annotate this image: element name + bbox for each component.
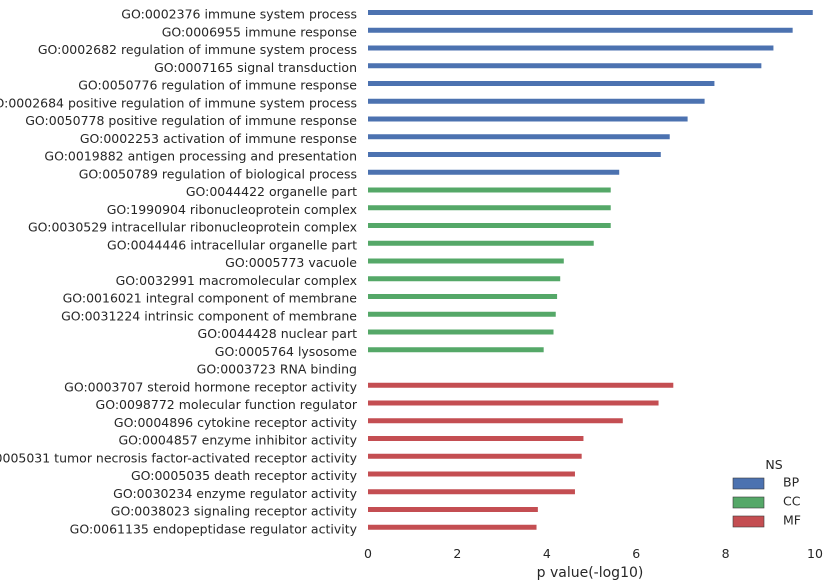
category-label: GO:1990904 ribonucleoprotein complex bbox=[107, 202, 357, 217]
bar-bp bbox=[368, 45, 774, 51]
legend-swatch-mf bbox=[732, 515, 765, 528]
bar-mf bbox=[368, 524, 537, 530]
category-label: GO:0038023 signaling receptor activity bbox=[111, 504, 358, 519]
legend-label-cc: CC bbox=[783, 494, 801, 509]
category-label: GO:0005035 death receptor activity bbox=[131, 468, 358, 483]
legend-swatch-bp bbox=[732, 477, 765, 490]
bar-mf bbox=[368, 453, 582, 459]
category-label: GO:0002376 immune system process bbox=[121, 7, 357, 22]
x-tick-label: 10 bbox=[807, 546, 823, 561]
bar-mf bbox=[368, 418, 623, 424]
bars-layer bbox=[368, 10, 813, 530]
bar-bp bbox=[368, 81, 715, 86]
category-label: GO:0005764 lysosome bbox=[215, 344, 358, 359]
category-label: GO:0016021 integral component of membran… bbox=[63, 291, 358, 306]
bar-cc bbox=[368, 311, 556, 317]
bar-bp bbox=[368, 63, 762, 69]
bar-mf bbox=[368, 471, 575, 477]
x-axis-title: p value(-log10) bbox=[537, 565, 644, 581]
bar-cc bbox=[368, 240, 594, 246]
bar-mf bbox=[368, 436, 584, 441]
x-tick-label: 2 bbox=[453, 546, 461, 561]
bar-mf bbox=[368, 382, 674, 388]
x-axis-ticks-layer: 0 2 4 6 8 10 bbox=[364, 546, 823, 561]
category-label: GO:0044422 organelle part bbox=[186, 184, 357, 199]
category-label: GO:0061135 endopeptidase regulator activ… bbox=[70, 521, 358, 536]
category-label: GO:0005773 vacuole bbox=[225, 255, 357, 270]
category-label: GO:0050776 regulation of immune response bbox=[78, 78, 357, 93]
x-tick-label: 6 bbox=[632, 546, 640, 561]
bar-cc bbox=[368, 294, 558, 299]
bar-bp bbox=[368, 27, 793, 33]
legend-swatch-cc bbox=[732, 496, 765, 509]
bar-cc bbox=[368, 205, 611, 211]
category-label: GO:0098772 molecular function regulator bbox=[96, 397, 358, 412]
category-label: GO:0004857 enzyme inhibitor activity bbox=[118, 433, 357, 448]
category-label: GO:0003707 steroid hormone receptor acti… bbox=[64, 379, 357, 394]
category-label: GO:0002253 activation of immune response bbox=[80, 131, 357, 146]
bar-bp bbox=[368, 10, 813, 15]
category-label: GO:0044428 nuclear part bbox=[198, 326, 358, 341]
bar-bp bbox=[368, 169, 620, 175]
category-label: GO:0030529 intracellular ribonucleoprote… bbox=[28, 220, 357, 235]
category-label: GO:0032991 macromolecular complex bbox=[116, 273, 357, 288]
category-label: GO:0044446 intracellular organelle part bbox=[107, 237, 357, 252]
x-tick-label: 0 bbox=[364, 546, 372, 561]
x-tick-label: 8 bbox=[722, 546, 730, 561]
bar-mf bbox=[368, 507, 538, 512]
category-label: GO:0002684 positive regulation of immune… bbox=[0, 95, 357, 110]
bar-cc bbox=[368, 347, 544, 353]
category-label: GO:0002682 regulation of immune system p… bbox=[38, 42, 357, 57]
bar-bp bbox=[368, 116, 688, 122]
bar-bp bbox=[368, 98, 705, 104]
bar-cc bbox=[368, 276, 561, 282]
bar-cc bbox=[368, 329, 554, 335]
category-label: GO:0004896 cytokine receptor activity bbox=[114, 415, 358, 430]
category-label: GO:0003723 RNA binding bbox=[197, 362, 357, 377]
category-label: GO:0019882 antigen processing and presen… bbox=[44, 149, 357, 164]
legend-title: NS bbox=[765, 457, 782, 472]
bar-bp bbox=[368, 134, 670, 140]
legend-label-mf: MF bbox=[783, 513, 801, 528]
bar-bp bbox=[368, 152, 661, 157]
category-label: GO:0050789 regulation of biological proc… bbox=[79, 166, 357, 181]
bar-cc bbox=[368, 223, 611, 228]
bar-mf bbox=[368, 400, 659, 406]
category-label: GO:0030234 enzyme regulator activity bbox=[113, 486, 357, 501]
bar-mf bbox=[368, 489, 575, 495]
category-label: GO:0031224 intrinsic component of membra… bbox=[61, 308, 357, 323]
category-label: GO:0007165 signal transduction bbox=[154, 60, 357, 75]
x-tick-label: 4 bbox=[543, 546, 551, 561]
category-label: GO:0005031 tumor necrosis factor-activat… bbox=[0, 450, 358, 465]
bar-cc bbox=[368, 258, 564, 264]
category-label: GO:0050778 positive regulation of immune… bbox=[25, 113, 357, 128]
legend-label-bp: BP bbox=[783, 475, 800, 490]
legend: NS BP CC MF bbox=[732, 457, 801, 528]
bar-cc bbox=[368, 187, 611, 193]
category-label: GO:0006955 immune response bbox=[162, 24, 358, 39]
category-labels-layer: GO:0002376 immune system process GO:00069… bbox=[0, 7, 358, 537]
